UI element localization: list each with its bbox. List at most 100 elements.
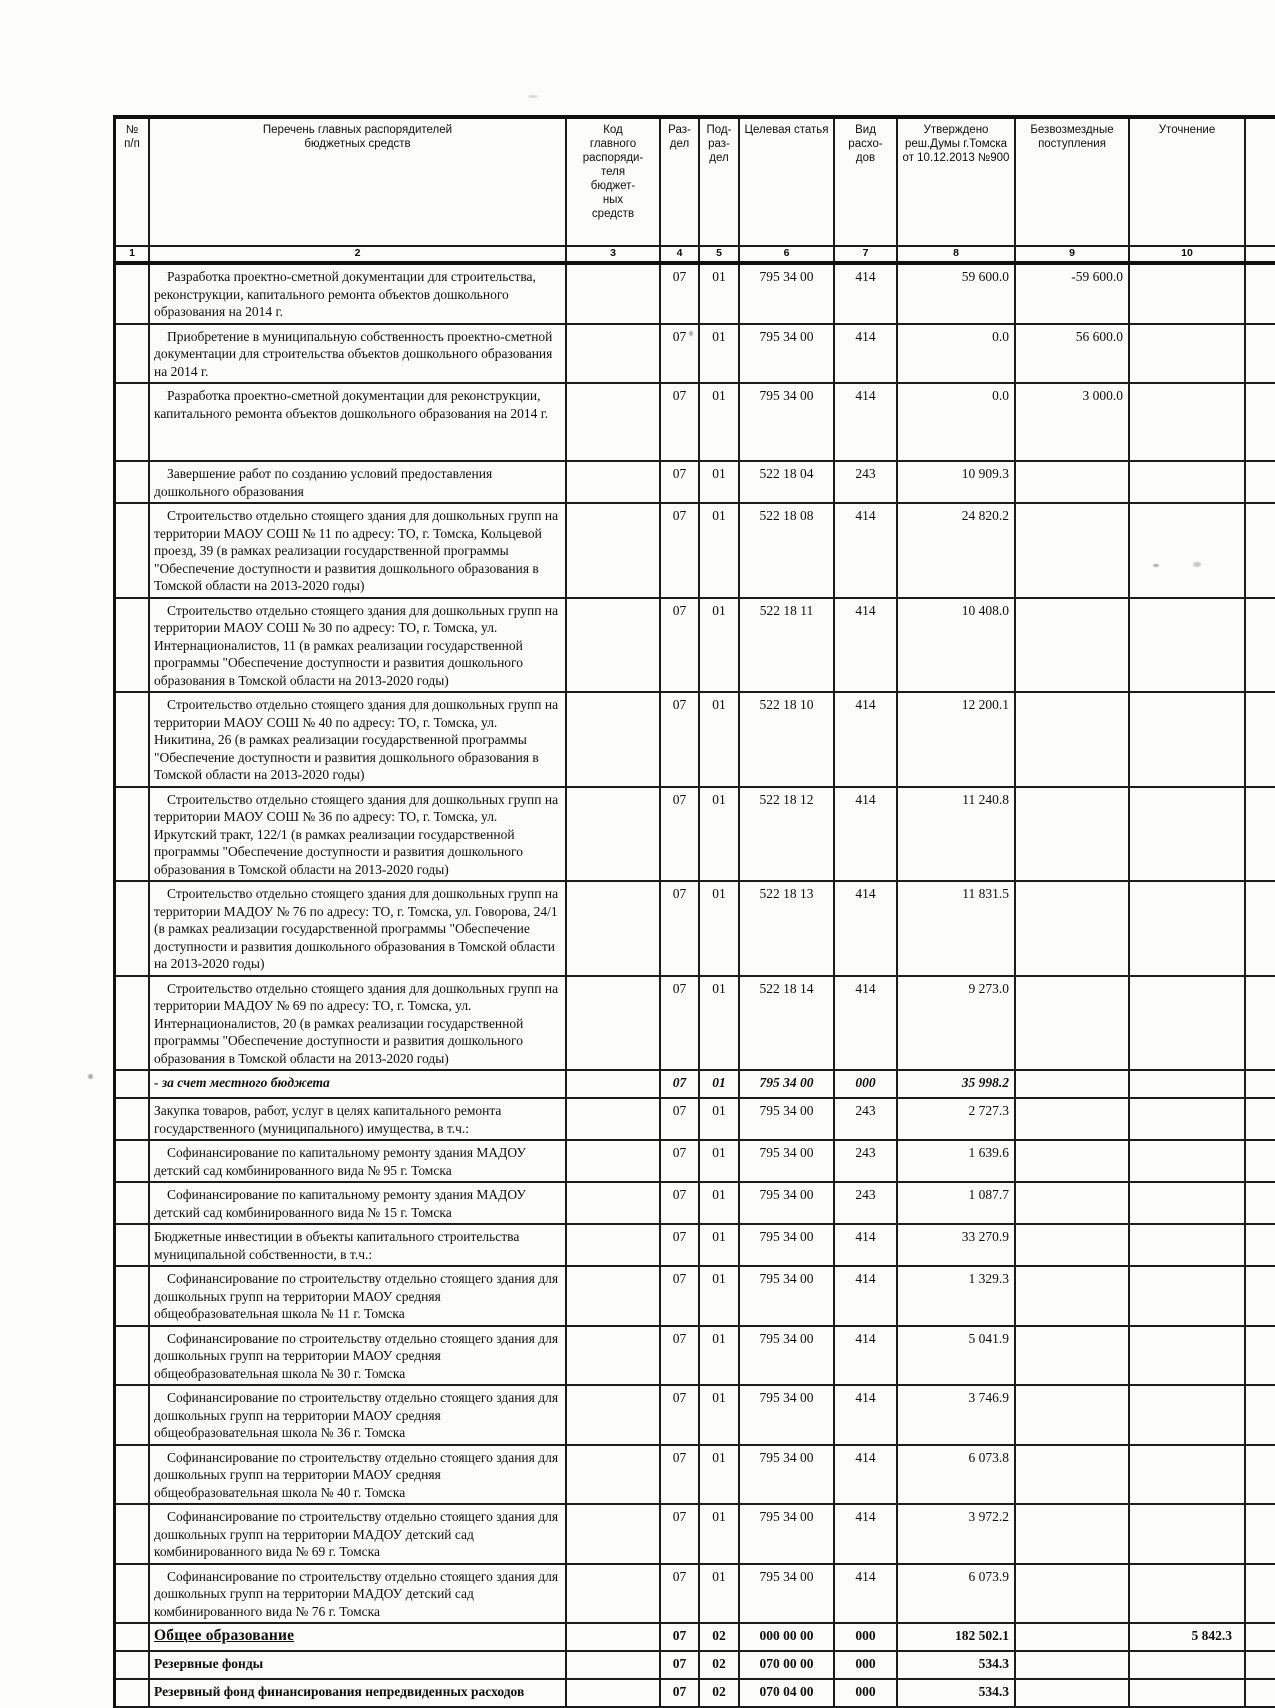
cell-expense-type: 414 [835,1564,898,1622]
cell-approved: 5 041.9 [898,1326,1016,1384]
cell-subsection: 02 [700,1652,740,1678]
cell-clarification [1130,976,1246,1069]
cell-section: 07 [661,976,700,1069]
cell-cutoff [1246,693,1275,786]
cell-section: 07 [661,1225,700,1265]
cell-approved: 6 073.9 [898,1564,1016,1622]
cell-row-number [116,1564,150,1622]
cell-expense-type: 414 [835,693,898,786]
cell-target-article: 795 34 00 [740,1505,835,1563]
cell-section: 07 [661,1624,700,1650]
cell-name: - за счет местного бюджета [150,1071,567,1097]
cell-subsection: 01 [700,693,740,786]
cell-expense-type: 000 [835,1652,898,1678]
cell-subsection: 02 [700,1680,740,1706]
cell-target-article: 522 18 12 [740,787,835,880]
cell-expense-type: 414 [835,504,898,597]
cell-section: 07 [661,1071,700,1097]
header-cell-number: № п/п [116,119,150,245]
header-cell-gratuitous: Безвозмездные поступления [1016,119,1130,245]
cell-name: Софинансирование по строительству отдель… [150,1386,567,1444]
column-number [1246,247,1275,261]
cell-row-number [116,1141,150,1181]
table-row: Строительство отдельно стоящего здания д… [116,693,1275,788]
cell-cutoff [1246,882,1275,975]
cell-cutoff [1246,384,1275,460]
cell-clarification [1130,265,1246,323]
cell-target-article: 522 18 04 [740,462,835,502]
cell-gratuitous [1016,1183,1130,1223]
cell-name: Строительство отдельно стоящего здания д… [150,882,567,975]
cell-section: 07 [661,598,700,691]
cell-clarification [1130,1099,1246,1139]
cell-clarification [1130,462,1246,502]
cell-row-number [116,976,150,1069]
cell-name: Софинансирование по строительству отдель… [150,1505,567,1563]
cell-gratuitous [1016,1564,1130,1622]
cell-gratuitous [1016,1652,1130,1678]
column-number: 8 [898,247,1016,261]
cell-expense-type: 000 [835,1680,898,1706]
cell-name: Софинансирование по капитальному ремонту… [150,1141,567,1181]
cell-gratuitous [1016,1386,1130,1444]
cell-subsection: 01 [700,1071,740,1097]
cell-gratuitous: 56 600.0 [1016,324,1130,382]
cell-clarification [1130,1183,1246,1223]
cell-row-number [116,1445,150,1503]
table-row: Строительство отдельно стоящего здания д… [116,787,1275,882]
cell-target-article: 795 34 00 [740,265,835,323]
table-row: Разработка проектно-сметной документации… [116,384,1275,462]
cell-expense-type: 243 [835,1141,898,1181]
cell-gratuitous [1016,693,1130,786]
cell-target-article: 795 34 00 [740,1386,835,1444]
cell-cutoff [1246,1624,1275,1650]
table-body: Разработка проектно-сметной документации… [116,265,1275,1708]
cell-expense-type: 414 [835,1267,898,1325]
column-number: 4 [661,247,700,261]
table-row: Софинансирование по строительству отдель… [116,1267,1275,1327]
cell-subsection: 01 [700,882,740,975]
cell-approved: 35 998.2 [898,1071,1016,1097]
scan-artifact [1193,562,1201,567]
column-number: 1 [116,247,150,261]
header-cell-approved: Утверждено реш.Думы г.Томска от 10.12.20… [898,119,1016,245]
cell-subsection: 01 [700,1445,740,1503]
cell-target-article: 795 34 00 [740,1071,835,1097]
table-row: Завершение работ по созданию условий пре… [116,462,1275,504]
cell-approved: 6 073.8 [898,1445,1016,1503]
cell-clarification [1130,1652,1246,1678]
table-row: Строительство отдельно стоящего здания д… [116,976,1275,1071]
cell-name: Софинансирование по строительству отдель… [150,1326,567,1384]
header-cell-cutoff [1246,119,1275,245]
cell-name: Софинансирование по строительству отдель… [150,1445,567,1503]
cell-grbs-code [567,882,661,975]
cell-clarification [1130,1326,1246,1384]
cell-target-article: 522 18 13 [740,882,835,975]
cell-grbs-code [567,1141,661,1181]
cell-row-number [116,1071,150,1097]
cell-grbs-code [567,1225,661,1265]
cell-target-article: 795 34 00 [740,1564,835,1622]
cell-row-number [116,693,150,786]
cell-subsection: 01 [700,598,740,691]
table-row: Строительство отдельно стоящего здания д… [116,504,1275,599]
cell-row-number [116,1680,150,1706]
cell-name: Закупка товаров, работ, услуг в целях ка… [150,1099,567,1139]
cell-grbs-code [567,1183,661,1223]
cell-name: Софинансирование по капитальному ремонту… [150,1183,567,1223]
cell-section: 07 [661,1445,700,1503]
cell-cutoff [1246,1652,1275,1678]
cell-clarification [1130,1386,1246,1444]
cell-target-article: 795 34 00 [740,1445,835,1503]
cell-grbs-code [567,1071,661,1097]
cell-cutoff [1246,1225,1275,1265]
cell-section: 07 [661,882,700,975]
column-number-row: 1 2 3 4 5 6 7 8 9 10 [116,247,1275,265]
cell-name: Бюджетные инвестиции в объекты капитальн… [150,1225,567,1265]
cell-section: 07 [661,1326,700,1384]
cell-expense-type: 000 [835,1624,898,1650]
cell-name: Строительство отдельно стоящего здания д… [150,976,567,1069]
cell-grbs-code [567,1267,661,1325]
scanned-page: № п/п Перечень главных распорядителей бю… [88,95,1275,1708]
cell-grbs-code [567,1652,661,1678]
